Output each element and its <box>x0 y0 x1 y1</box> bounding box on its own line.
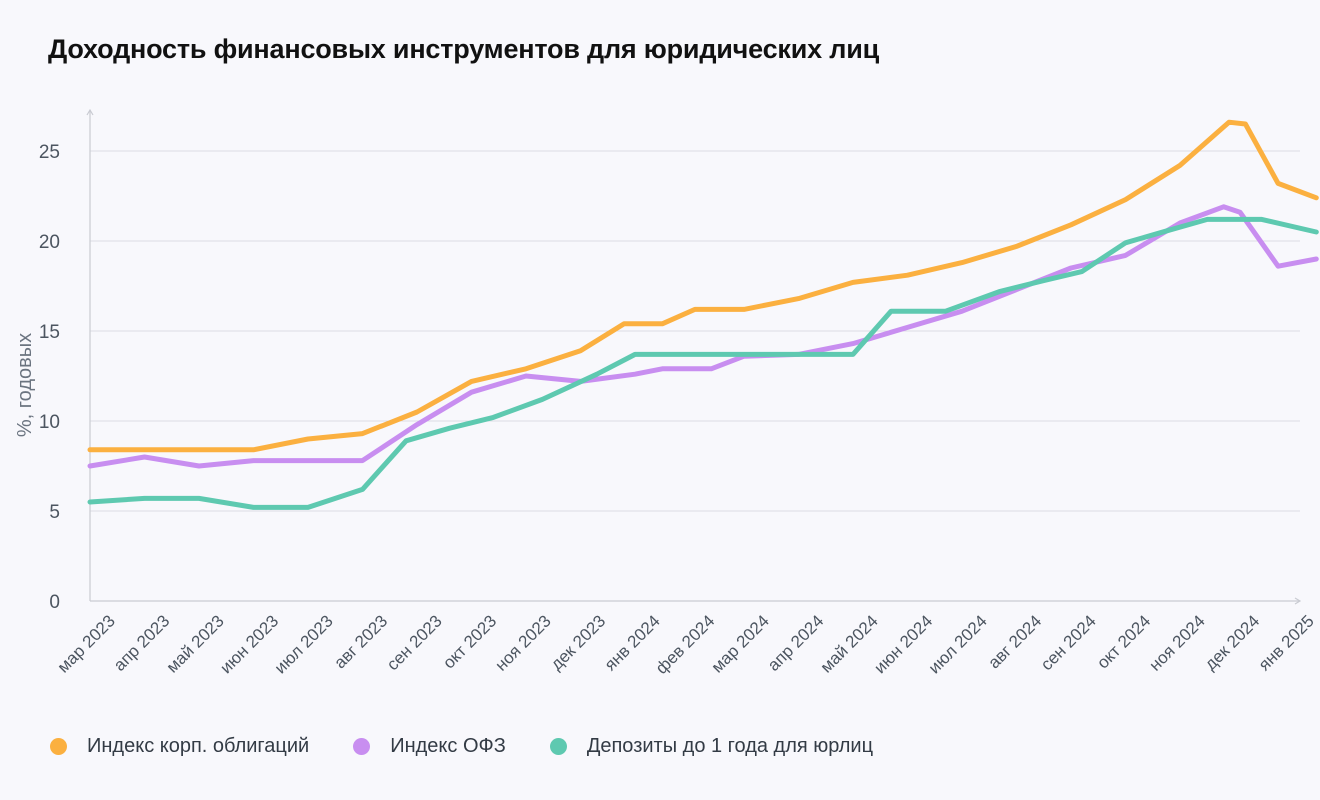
x-tick-label: июн 2023 <box>216 611 282 677</box>
x-tick-label: июн 2024 <box>870 611 936 677</box>
x-tick-label: мар 2024 <box>708 611 773 676</box>
x-tick-label: авг 2024 <box>984 611 1045 672</box>
x-tick-label: окт 2024 <box>1093 611 1154 672</box>
x-tick-label: сен 2024 <box>1037 611 1100 674</box>
y-axis-label: %, годовых <box>14 333 36 437</box>
x-tick-label: фев 2024 <box>652 611 718 677</box>
y-tick-label: 0 <box>49 592 60 613</box>
y-tick-label: 20 <box>39 232 60 253</box>
legend-item-3: Депозиты до 1 года для юрлиц <box>549 735 874 758</box>
y-tick-label: 25 <box>39 142 60 163</box>
x-tick-label: июл 2023 <box>271 611 337 677</box>
y-tick-label: 15 <box>39 322 60 343</box>
y-tick-labels: 0 5 10 15 20 25 <box>39 142 60 613</box>
x-tick-label: сен 2023 <box>383 611 446 674</box>
legend-marker <box>50 738 67 755</box>
legend: Индекс корп. облигаций Индекс ОФЗ Депозиты… <box>50 735 917 758</box>
series-line-3 <box>87 216 1319 510</box>
series-line-1 <box>87 119 1319 453</box>
x-tick-label: июл 2024 <box>925 611 991 677</box>
series-lines <box>87 119 1319 510</box>
x-tick-label: янв 2025 <box>1255 611 1318 674</box>
y-tick-label: 10 <box>39 412 60 433</box>
x-tick-label: ноя 2023 <box>491 611 554 674</box>
gridlines <box>90 150 1300 512</box>
y-tick-label: 5 <box>49 502 60 523</box>
x-tick-label: ноя 2024 <box>1145 611 1208 674</box>
legend-item-2: Индекс ОФЗ <box>353 735 506 758</box>
x-tick-label: дек 2023 <box>547 611 609 673</box>
legend-label: Индекс корп. облигаций <box>87 735 310 757</box>
legend-marker <box>353 738 371 755</box>
y-axis-arrow <box>86 108 94 116</box>
legend-marker <box>549 738 567 755</box>
legend-item-1: Индекс корп. облигаций <box>50 735 309 758</box>
x-tick-label: дек 2024 <box>1201 611 1263 673</box>
chart-title: Доходность финансовых инструментов для ю… <box>48 34 879 64</box>
series-line-2 <box>87 204 1319 469</box>
legend-label: Депозиты до 1 года для юрлиц <box>586 735 874 757</box>
x-tick-label: мар 2023 <box>54 611 119 676</box>
axes <box>86 108 1302 605</box>
x-tick-label: авг 2023 <box>330 611 391 672</box>
legend-label: Индекс ОФЗ <box>390 735 506 757</box>
x-tick-label: окт 2023 <box>439 611 500 672</box>
x-axis-arrow <box>1294 597 1302 605</box>
